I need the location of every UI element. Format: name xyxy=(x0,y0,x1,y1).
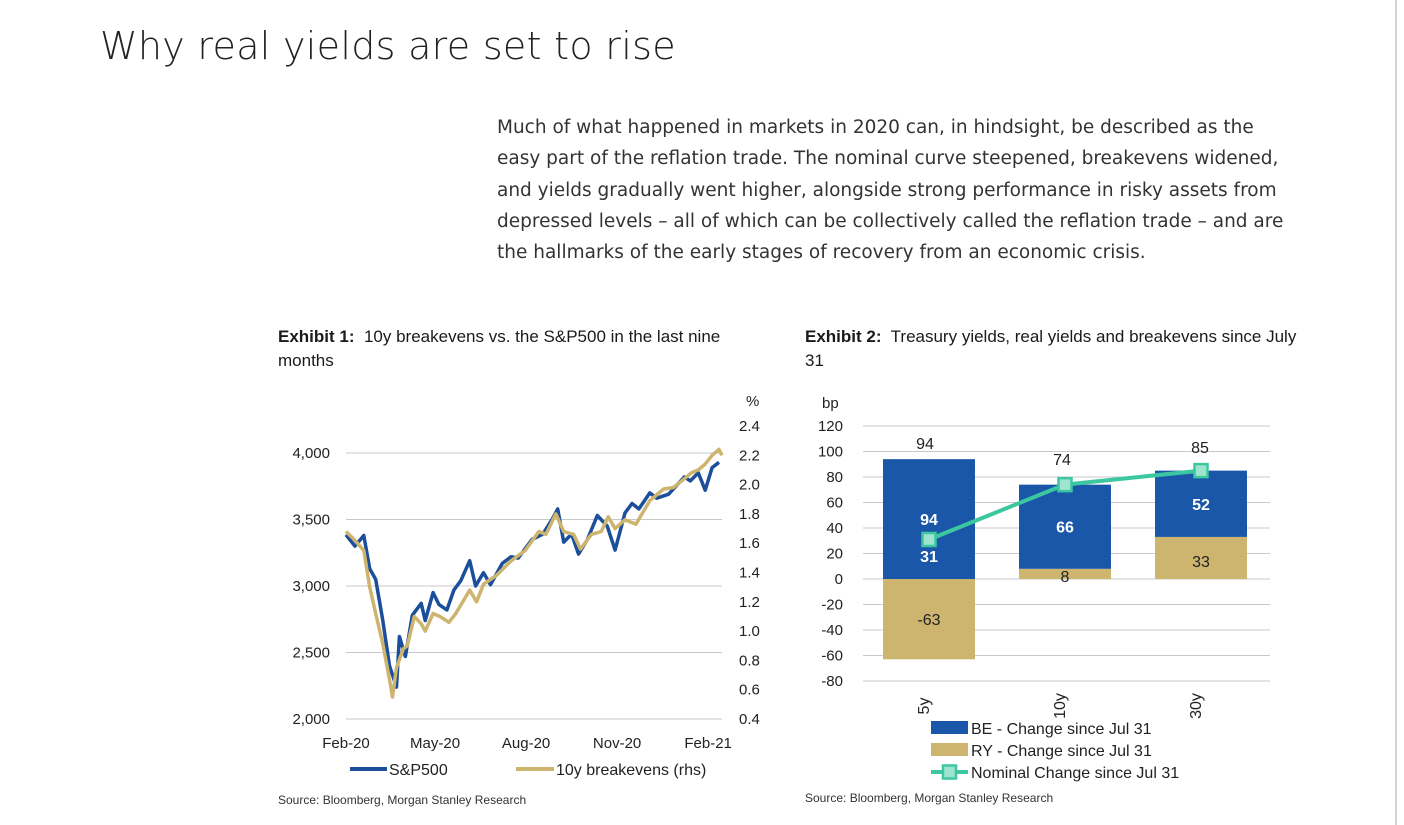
ex1-legend-label-sp500: S&P500 xyxy=(389,762,448,779)
ex2-y-tick-label: -60 xyxy=(821,648,843,665)
exhibit2-source: Source: Bloomberg, Morgan Stanley Resear… xyxy=(805,791,1054,805)
ex1-right-axis-unit: % xyxy=(746,393,759,410)
ex2-be-label: 52 xyxy=(1192,497,1210,514)
ex1-right-tick-label: 1.6 xyxy=(739,535,760,552)
ex1-x-tick-label: Nov-20 xyxy=(593,735,641,752)
ex2-total-label: 94 xyxy=(916,436,934,453)
ex2-be-label: 94 xyxy=(920,512,938,529)
ex2-bar-ry xyxy=(1155,536,1247,579)
ex1-right-tick-label: 0.8 xyxy=(739,652,760,669)
exhibit1-title-text: 10y breakevens vs. the S&P500 in the las… xyxy=(278,327,721,370)
ex1-right-tick-label: 1.0 xyxy=(739,623,760,640)
ex2-nominal-label: 74 xyxy=(1053,452,1071,469)
ex2-ry-label: 8 xyxy=(1061,569,1070,586)
ex2-legend-swatch-nominal-marker xyxy=(941,764,958,780)
ex1-left-tick-label: 3,500 xyxy=(292,512,330,529)
ex1-right-tick-label: 0.6 xyxy=(739,682,760,699)
ex2-y-tick-label: 20 xyxy=(826,546,843,563)
ex2-y-tick-label: 0 xyxy=(835,571,843,588)
ex2-ry-label: -63 xyxy=(917,612,940,629)
ex1-right-tick-label: 1.2 xyxy=(739,594,760,611)
ex1-right-tick-label: 0.4 xyxy=(739,711,760,728)
ex2-bar-ry xyxy=(1019,568,1111,579)
ex1-x-tick-label: May-20 xyxy=(410,735,460,752)
ex1-left-tick-label: 3,000 xyxy=(292,578,330,595)
ex1-legend-label-breakevens: 10y breakevens (rhs) xyxy=(556,762,706,779)
ex2-bar-ry xyxy=(883,579,975,660)
ex1-x-tick-label: Feb-21 xyxy=(684,735,732,752)
exhibit1-title: Exhibit 1: 10y breakevens vs. the S&P500… xyxy=(278,325,758,373)
page-right-border xyxy=(1395,0,1397,825)
ex2-nominal-label: 85 xyxy=(1191,440,1209,457)
ex2-ry-label: 33 xyxy=(1192,554,1210,571)
ex1-right-tick-label: 2.2 xyxy=(739,447,760,464)
ex1-x-tick-label: Aug-20 xyxy=(502,735,550,752)
ex1-breakevens-line xyxy=(344,447,724,699)
intro-paragraph: Much of what happened in markets in 2020… xyxy=(497,117,1284,264)
ex2-bar-be xyxy=(1155,470,1247,537)
ex2-bar-be xyxy=(883,459,975,579)
ex2-be-label: 66 xyxy=(1056,520,1074,537)
ex2-legend-swatch-be xyxy=(931,721,968,734)
ex2-nominal-marker xyxy=(1193,462,1209,479)
ex2-y-tick-label: 100 xyxy=(818,444,843,461)
exhibit1-label: Exhibit 1: xyxy=(278,327,355,346)
ex2-x-tick-label: 5y xyxy=(916,698,933,715)
exhibit2-title-text: Treasury yields, real yields and breakev… xyxy=(805,327,1297,370)
ex2-legend-label-be: BE - Change since Jul 31 xyxy=(971,721,1152,738)
ex1-right-tick-label: 2.4 xyxy=(739,418,760,435)
ex2-y-tick-label: -80 xyxy=(821,673,843,690)
exhibit1-source: Source: Bloomberg, Morgan Stanley Resear… xyxy=(278,793,527,807)
ex2-nominal-marker xyxy=(1057,476,1073,493)
page-title: Why real yields are set to rise xyxy=(100,24,676,68)
ex2-y-axis-unit: bp xyxy=(822,395,839,412)
ex1-left-tick-label: 2,500 xyxy=(292,645,330,662)
ex2-y-tick-label: 120 xyxy=(818,418,843,435)
ex2-y-tick-label: 60 xyxy=(826,495,843,512)
ex2-x-tick-label: 10y xyxy=(1052,693,1069,719)
ex1-left-tick-label: 2,000 xyxy=(292,711,330,728)
ex2-legend-label-nominal: Nominal Change since Jul 31 xyxy=(971,765,1179,782)
ex2-legend-label-ry: RY - Change since Jul 31 xyxy=(971,743,1152,760)
ex2-y-tick-label: -20 xyxy=(821,597,843,614)
ex1-right-tick-label: 1.4 xyxy=(739,565,760,582)
ex1-x-tick-label: Feb-20 xyxy=(322,735,370,752)
exhibit2-title: Exhibit 2: Treasury yields, real yields … xyxy=(805,325,1305,373)
ex2-y-tick-label: 80 xyxy=(826,469,843,486)
ex2-x-tick-label: 30y xyxy=(1188,693,1205,719)
ex1-left-tick-label: 4,000 xyxy=(292,445,330,462)
ex2-nominal-label: 31 xyxy=(920,549,938,566)
ex2-y-tick-label: 40 xyxy=(826,520,843,537)
ex2-nominal-marker xyxy=(921,531,937,548)
ex1-right-tick-label: 1.8 xyxy=(739,506,760,523)
ex2-y-tick-label: -40 xyxy=(821,622,843,639)
ex1-right-tick-label: 2.0 xyxy=(739,477,760,494)
ex2-legend-swatch-ry xyxy=(931,743,968,756)
exhibit2-label: Exhibit 2: xyxy=(805,327,882,346)
